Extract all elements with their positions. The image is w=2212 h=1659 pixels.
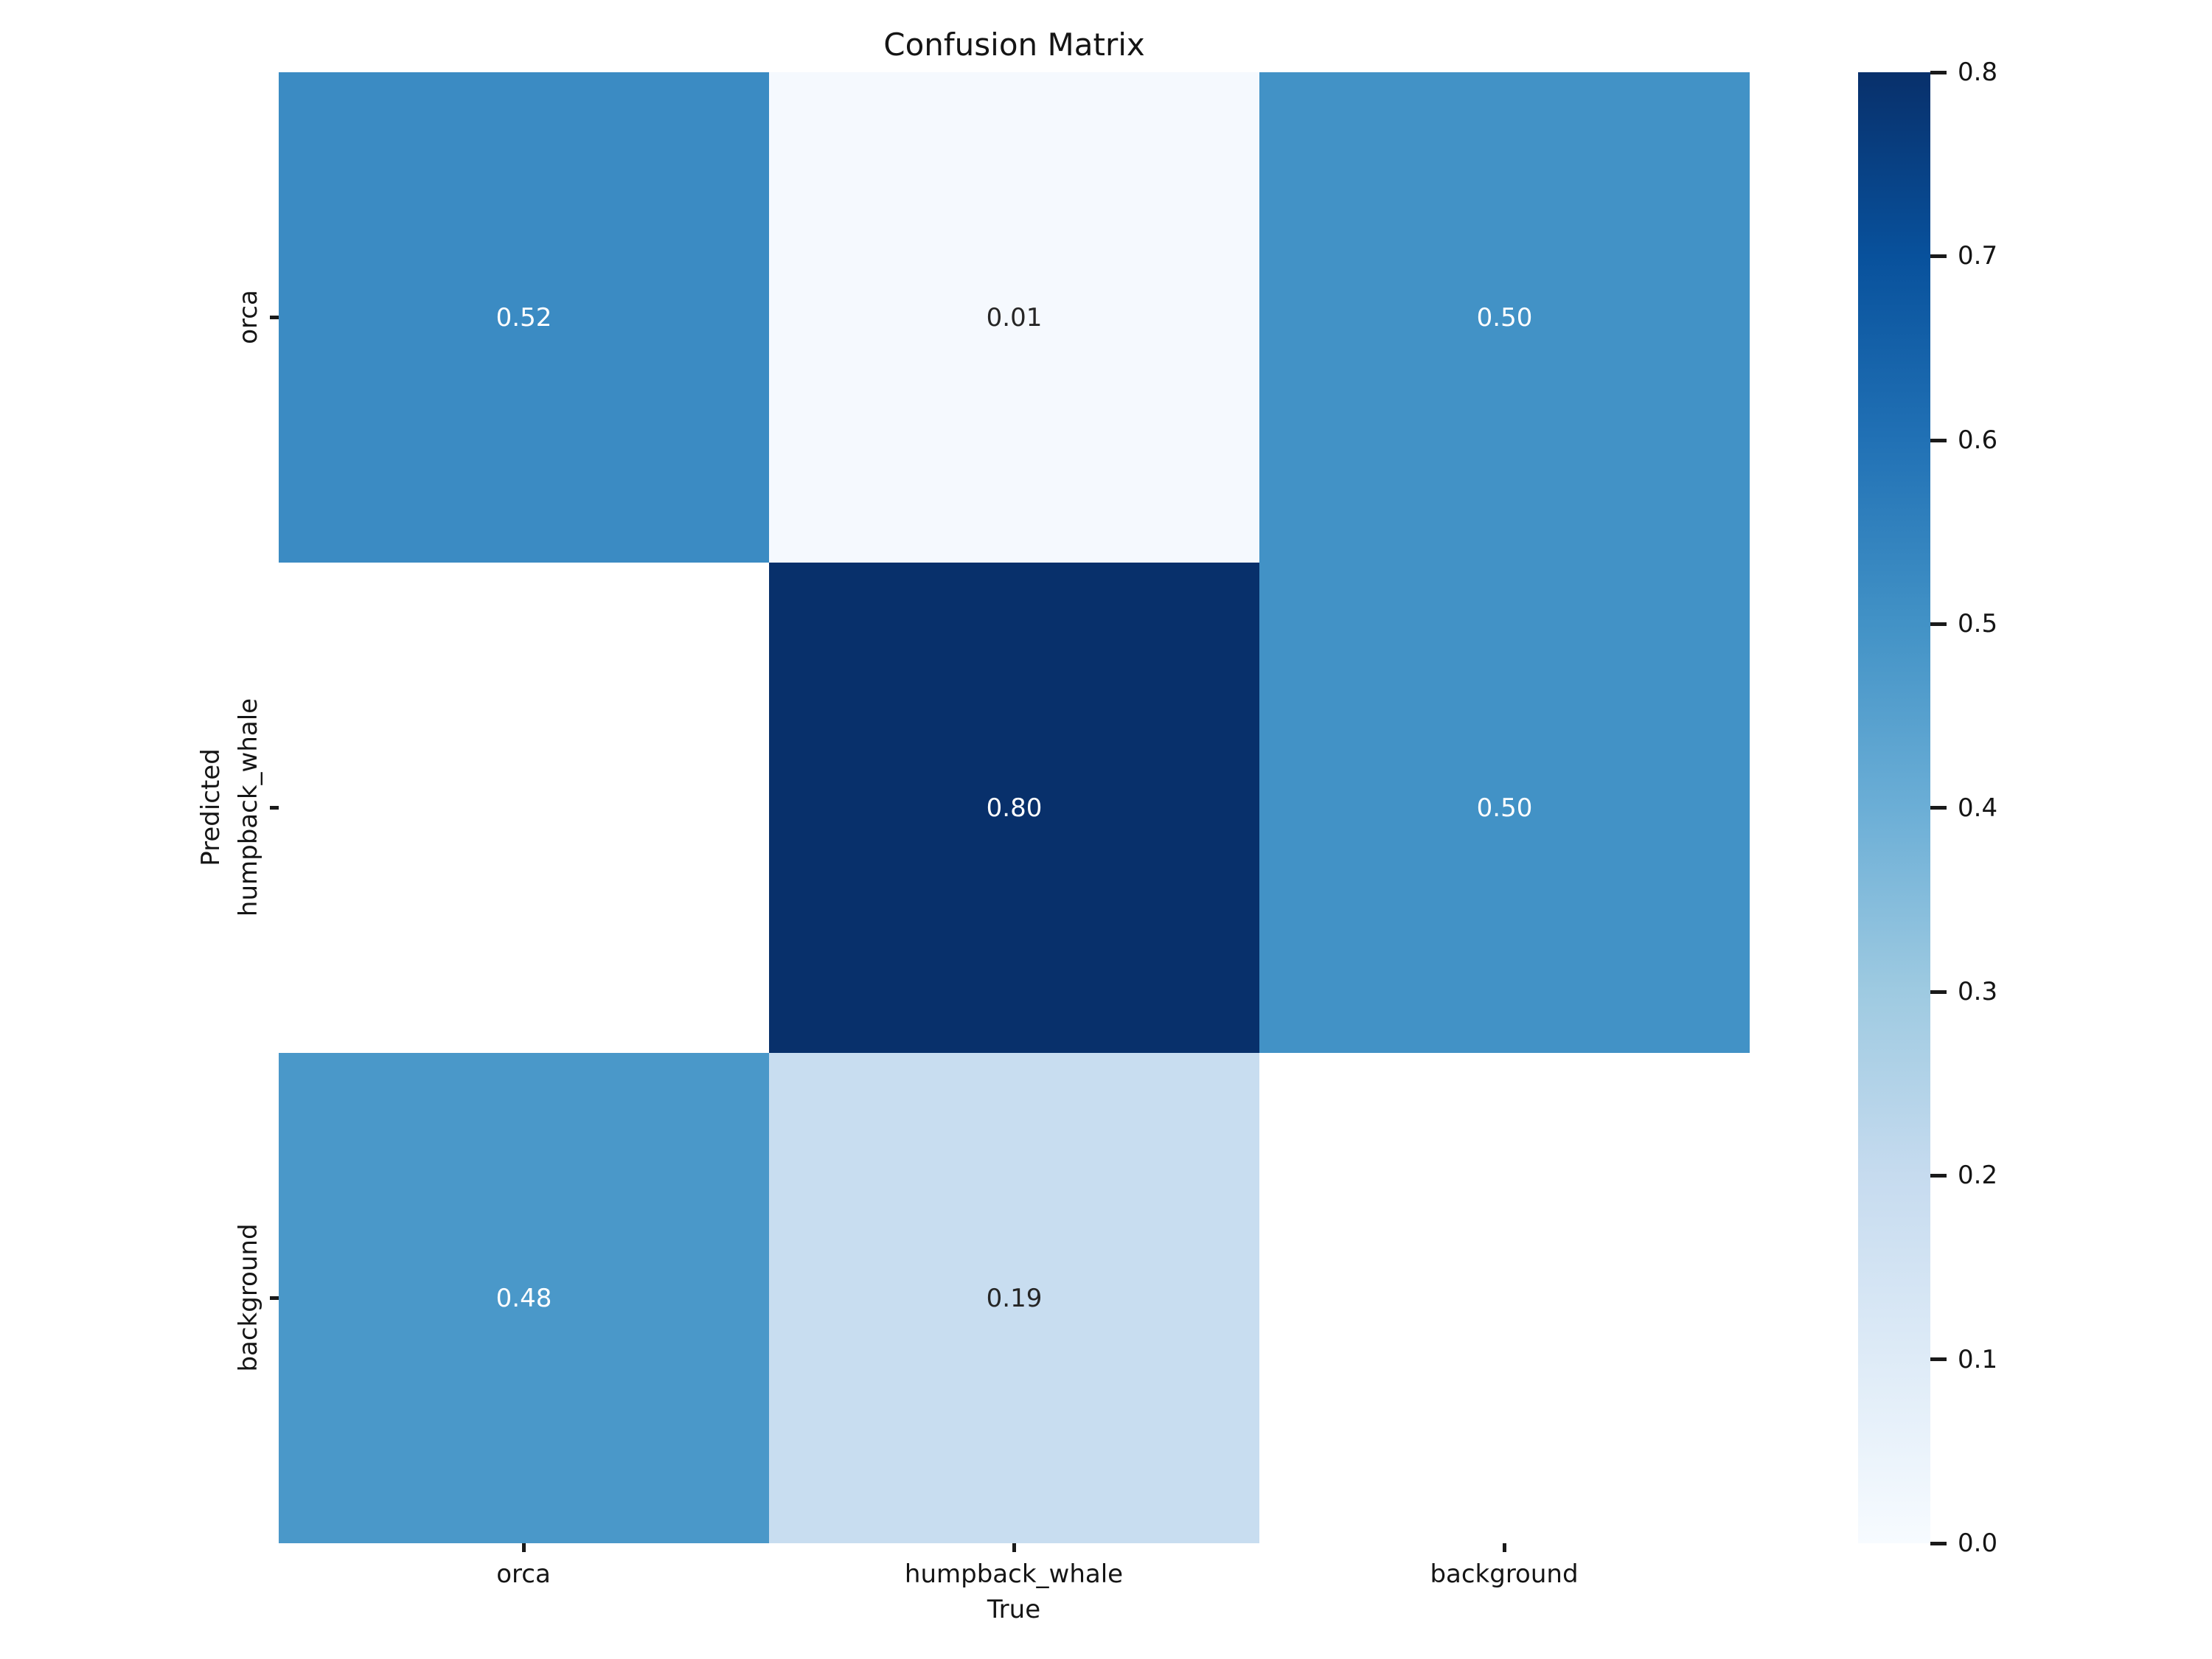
confusion-matrix-heatmap: 0.52 0.01 0.50 0.80 0.50 0.48 0.19 (279, 72, 1750, 1543)
colorbar-tick-mark (1930, 1542, 1947, 1545)
colorbar-gradient (1858, 72, 1930, 1543)
chart-title: Confusion Matrix (883, 27, 1145, 63)
colorbar-tick-label: 0.8 (1958, 58, 1998, 87)
y-tick-label-orca: orca (234, 290, 263, 344)
heatmap-cell-r0c2: 0.50 (1259, 72, 1750, 563)
colorbar-tick-label: 0.1 (1958, 1345, 1998, 1374)
y-tick-label-background: background (234, 1223, 263, 1372)
y-axis-title: Predicted (196, 748, 226, 866)
heatmap-cell-r0c1: 0.01 (769, 72, 1259, 563)
cell-value: 0.19 (986, 1283, 1043, 1313)
colorbar-tick-mark (1930, 990, 1947, 994)
y-tick-mark (270, 806, 279, 810)
cell-value: 0.48 (495, 1283, 552, 1313)
colorbar-tick-mark (1930, 439, 1947, 442)
colorbar-tick-mark (1930, 622, 1947, 626)
colorbar-tick-label: 0.5 (1958, 609, 1998, 639)
heatmap-cell-r2c1: 0.19 (769, 1053, 1259, 1543)
colorbar-tick-mark (1930, 71, 1947, 74)
x-axis-title: True (987, 1595, 1041, 1624)
y-tick-label-humpback-whale: humpback_whale (234, 698, 263, 917)
cell-value: 0.52 (495, 302, 552, 333)
heatmap-cell-r1c2: 0.50 (1259, 563, 1750, 1053)
colorbar-tick-label: 0.0 (1958, 1528, 1998, 1558)
x-tick-label-orca: orca (496, 1559, 551, 1589)
x-tick-label-humpback-whale: humpback_whale (904, 1559, 1124, 1589)
y-tick-mark (270, 316, 279, 319)
x-tick-label-background: background (1430, 1559, 1579, 1589)
heatmap-cell-r1c1: 0.80 (769, 563, 1259, 1053)
heatmap-cell-r2c0: 0.48 (279, 1053, 769, 1543)
colorbar-tick-mark (1930, 1174, 1947, 1178)
heatmap-cell-r2c2 (1259, 1053, 1750, 1543)
cell-value: 0.01 (986, 302, 1043, 333)
colorbar-tick-label: 0.4 (1958, 793, 1998, 823)
cell-value: 0.50 (1476, 302, 1533, 333)
x-tick-mark (522, 1543, 526, 1552)
x-tick-mark (1012, 1543, 1016, 1552)
heatmap-cell-r1c0 (279, 563, 769, 1053)
x-tick-mark (1503, 1543, 1506, 1552)
colorbar-tick-label: 0.7 (1958, 241, 1998, 271)
colorbar-tick-label: 0.3 (1958, 977, 1998, 1006)
colorbar-tick-label: 0.2 (1958, 1161, 1998, 1190)
cell-value: 0.80 (986, 793, 1043, 823)
y-tick-mark (270, 1296, 279, 1300)
cell-value: 0.50 (1476, 793, 1533, 823)
colorbar-tick-mark (1930, 1357, 1947, 1361)
colorbar-tick-mark (1930, 806, 1947, 810)
colorbar-tick-mark (1930, 254, 1947, 258)
colorbar-tick-label: 0.6 (1958, 425, 1998, 455)
heatmap-cell-r0c0: 0.52 (279, 72, 769, 563)
